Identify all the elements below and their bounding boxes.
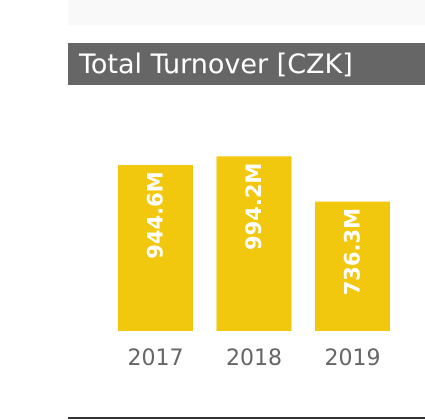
data-label-2018: 994.2M xyxy=(242,163,266,250)
x-tick-label-2019: 2019 xyxy=(325,346,381,371)
bar-2019[interactable] xyxy=(315,201,390,331)
chart-title-bar: Total Turnover [CZK] xyxy=(68,43,425,85)
chart-title: Total Turnover [CZK] xyxy=(79,49,353,80)
top-panel xyxy=(68,0,425,25)
x-tick-label-2018: 2018 xyxy=(226,346,282,371)
x-tick-label-2017: 2017 xyxy=(128,346,184,371)
bar-2017[interactable] xyxy=(118,165,193,331)
data-label-2019: 736.3M xyxy=(341,208,365,295)
bar-2018[interactable] xyxy=(216,156,292,331)
bottom-divider xyxy=(68,417,425,419)
data-label-2017: 944.6M xyxy=(144,171,168,258)
